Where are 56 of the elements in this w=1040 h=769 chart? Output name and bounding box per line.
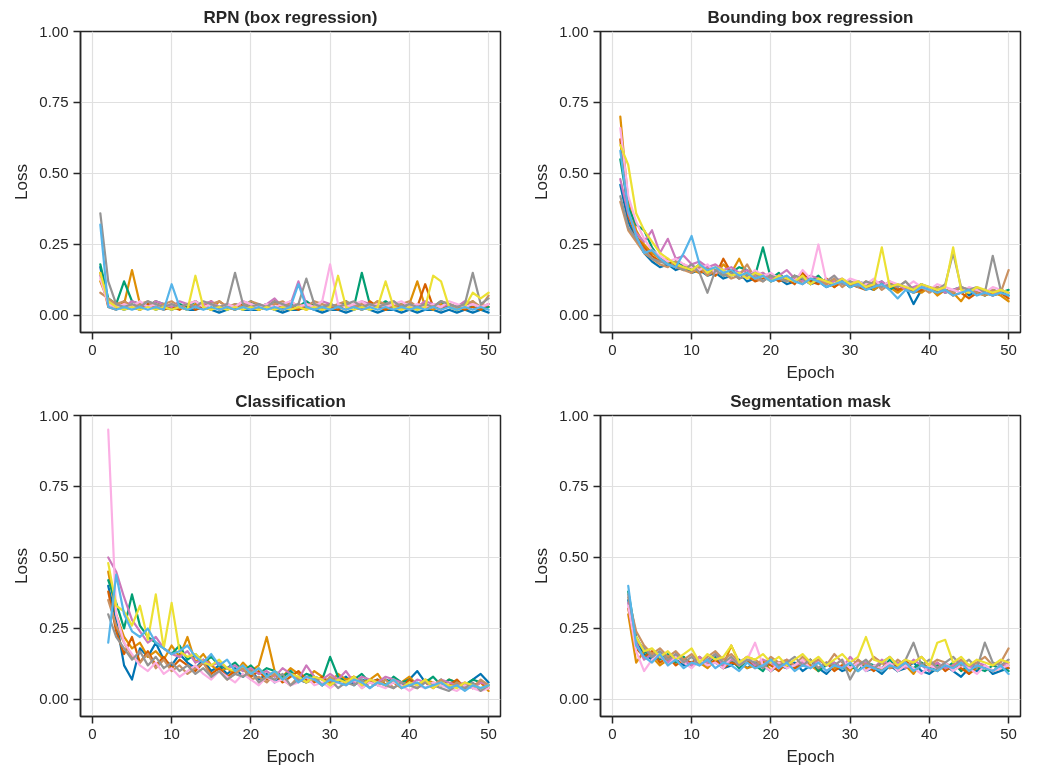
- x-tick-label: 0: [88, 340, 97, 358]
- y-tick-label: 0.50: [559, 164, 589, 182]
- y-tick-label: 1.00: [39, 406, 69, 424]
- y-tick-label: 1.00: [559, 406, 589, 424]
- x-tick-label: 50: [1000, 340, 1017, 358]
- y-tick-label: 0.00: [559, 306, 589, 324]
- y-tick-label: 0.50: [39, 164, 69, 182]
- y-axis-title: Loss: [532, 548, 552, 584]
- y-tick-label: 0.75: [39, 93, 69, 111]
- x-tick-label: 20: [242, 340, 260, 358]
- y-tick-label: 0.00: [559, 690, 589, 708]
- x-tick-label: 30: [321, 340, 339, 358]
- chart-title: Classification: [235, 391, 346, 411]
- x-tick-label: 40: [401, 340, 418, 358]
- x-tick-label: 10: [163, 724, 180, 742]
- x-axis-title: Epoch: [266, 746, 315, 766]
- y-tick-label: 0.25: [39, 235, 69, 253]
- x-tick-label: 10: [163, 340, 180, 358]
- y-tick-label: 0.50: [39, 548, 69, 566]
- chart-title: Bounding box regression: [707, 7, 914, 27]
- x-tick-label: 20: [242, 724, 260, 742]
- x-tick-label: 40: [921, 340, 938, 358]
- y-tick-label: 1.00: [559, 22, 589, 40]
- x-axis-title: Epoch: [266, 362, 315, 382]
- x-tick-label: 10: [683, 340, 700, 358]
- y-tick-label: 0.00: [39, 306, 69, 324]
- x-tick-label: 20: [762, 724, 780, 742]
- chart-title: Segmentation mask: [730, 391, 892, 411]
- y-tick-label: 0.25: [39, 619, 69, 637]
- y-tick-label: 0.75: [559, 477, 589, 495]
- x-tick-label: 30: [841, 340, 859, 358]
- y-axis-title: Loss: [12, 164, 32, 200]
- x-tick-label: 0: [608, 724, 617, 742]
- x-tick-label: 30: [321, 724, 339, 742]
- y-tick-label: 0.75: [559, 93, 589, 111]
- x-tick-label: 20: [762, 340, 780, 358]
- x-tick-label: 0: [608, 340, 617, 358]
- x-tick-label: 50: [480, 724, 497, 742]
- y-tick-label: 1.00: [39, 22, 69, 40]
- x-tick-label: 40: [401, 724, 418, 742]
- y-tick-label: 0.75: [39, 477, 69, 495]
- x-axis-title: Epoch: [786, 746, 835, 766]
- x-tick-label: 30: [841, 724, 859, 742]
- x-tick-label: 50: [1000, 724, 1017, 742]
- x-tick-label: 0: [88, 724, 97, 742]
- y-tick-label: 0.50: [559, 548, 589, 566]
- chart-title: RPN (box regression): [203, 7, 378, 27]
- y-tick-label: 0.00: [39, 690, 69, 708]
- x-tick-label: 50: [480, 340, 497, 358]
- x-tick-label: 40: [921, 724, 938, 742]
- x-tick-label: 10: [683, 724, 700, 742]
- x-axis-title: Epoch: [786, 362, 835, 382]
- y-axis-title: Loss: [532, 164, 552, 200]
- y-axis-title: Loss: [12, 548, 32, 584]
- y-tick-label: 0.25: [559, 235, 589, 253]
- y-tick-label: 0.25: [559, 619, 589, 637]
